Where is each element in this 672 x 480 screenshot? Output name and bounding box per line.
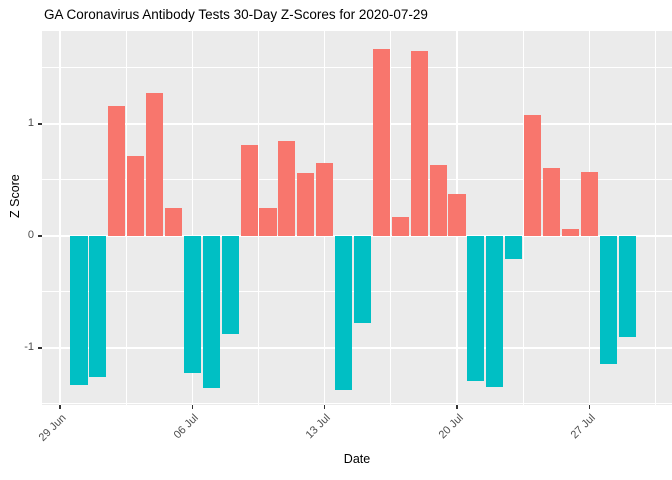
x-tick-label: 20 Jul xyxy=(436,412,466,442)
zscore-bar-2020-07-14 xyxy=(335,235,353,391)
x-minor-gridline xyxy=(258,31,260,405)
zscore-bar-2020-07-10 xyxy=(259,207,277,236)
x-major-gridline xyxy=(191,31,194,405)
zscore-bar-2020-07-22 xyxy=(486,235,504,388)
chart-title: GA Coronavirus Antibody Tests 30-Day Z-S… xyxy=(44,7,428,22)
x-tick-mark xyxy=(191,405,194,409)
zscore-bar-2020-07-28 xyxy=(599,235,617,364)
zscore-bar-2020-07-05 xyxy=(164,207,183,236)
y-axis-title: Z Score xyxy=(8,174,22,218)
zscore-bar-2020-07-15 xyxy=(353,235,372,324)
zscore-bar-2020-07-21 xyxy=(467,235,485,382)
zscore-bar-2020-07-08 xyxy=(221,235,239,335)
zscore-bar-2020-07-19 xyxy=(429,165,447,236)
y-tick-label: 1 xyxy=(27,117,34,130)
y-tick-label: -1 xyxy=(24,341,34,354)
x-minor-gridline xyxy=(654,31,656,405)
x-tick-label: 27 Jul xyxy=(568,412,598,442)
y-major-gridline xyxy=(42,347,672,349)
y-minor-gridline xyxy=(42,179,672,181)
zscore-bar-2020-07-03 xyxy=(127,156,145,236)
zscore-bar-2020-07-17 xyxy=(391,216,409,236)
y-minor-gridline xyxy=(42,403,672,405)
y-tick-mark xyxy=(38,347,42,349)
x-tick-mark xyxy=(588,405,591,409)
zscore-bar-2020-07-02 xyxy=(108,106,126,236)
zscore-bar-2020-07-25 xyxy=(542,167,561,236)
zscore-bar-2020-07-06 xyxy=(183,235,201,373)
y-tick-label: 0 xyxy=(27,229,34,242)
zscore-bar-2020-07-07 xyxy=(202,235,220,389)
zscore-bar-2020-06-30 xyxy=(70,235,88,385)
zscore-bar-2020-07-18 xyxy=(410,51,428,236)
x-tick-mark xyxy=(323,405,326,409)
x-tick-label: 13 Jul xyxy=(303,412,334,442)
y-minor-gridline xyxy=(42,67,672,69)
y-tick-mark xyxy=(38,123,42,125)
x-minor-gridline xyxy=(522,31,524,405)
y-tick-mark xyxy=(38,235,42,237)
x-minor-gridline xyxy=(125,31,127,405)
zscore-bar-2020-07-12 xyxy=(297,173,315,236)
zscore-bar-2020-07-23 xyxy=(505,235,523,260)
x-tick-mark xyxy=(456,405,458,409)
x-tick-label: 06 Jul xyxy=(171,412,201,442)
y-major-gridline xyxy=(42,123,672,125)
x-tick-label: 29 Jun xyxy=(36,412,69,444)
zscore-bar-2020-07-24 xyxy=(524,114,542,236)
x-major-gridline xyxy=(59,31,61,405)
zscore-bar-2020-07-27 xyxy=(580,172,598,236)
zscore-bar-2020-07-11 xyxy=(278,140,296,236)
zscore-bar-2020-07-29 xyxy=(618,235,636,337)
zscore-bar-2020-07-26 xyxy=(561,229,579,236)
zscore-bar-2020-07-16 xyxy=(372,48,390,236)
zscore-bar-2020-07-01 xyxy=(89,235,107,377)
zscore-bar-2020-07-20 xyxy=(448,194,466,236)
x-minor-gridline xyxy=(390,31,392,405)
zscore-bar-2020-07-13 xyxy=(316,163,334,236)
zscore-bar-2020-07-09 xyxy=(240,145,258,236)
x-tick-mark xyxy=(59,405,61,409)
x-axis-title: Date xyxy=(343,452,371,466)
zscore-bar-2020-07-04 xyxy=(146,92,164,236)
